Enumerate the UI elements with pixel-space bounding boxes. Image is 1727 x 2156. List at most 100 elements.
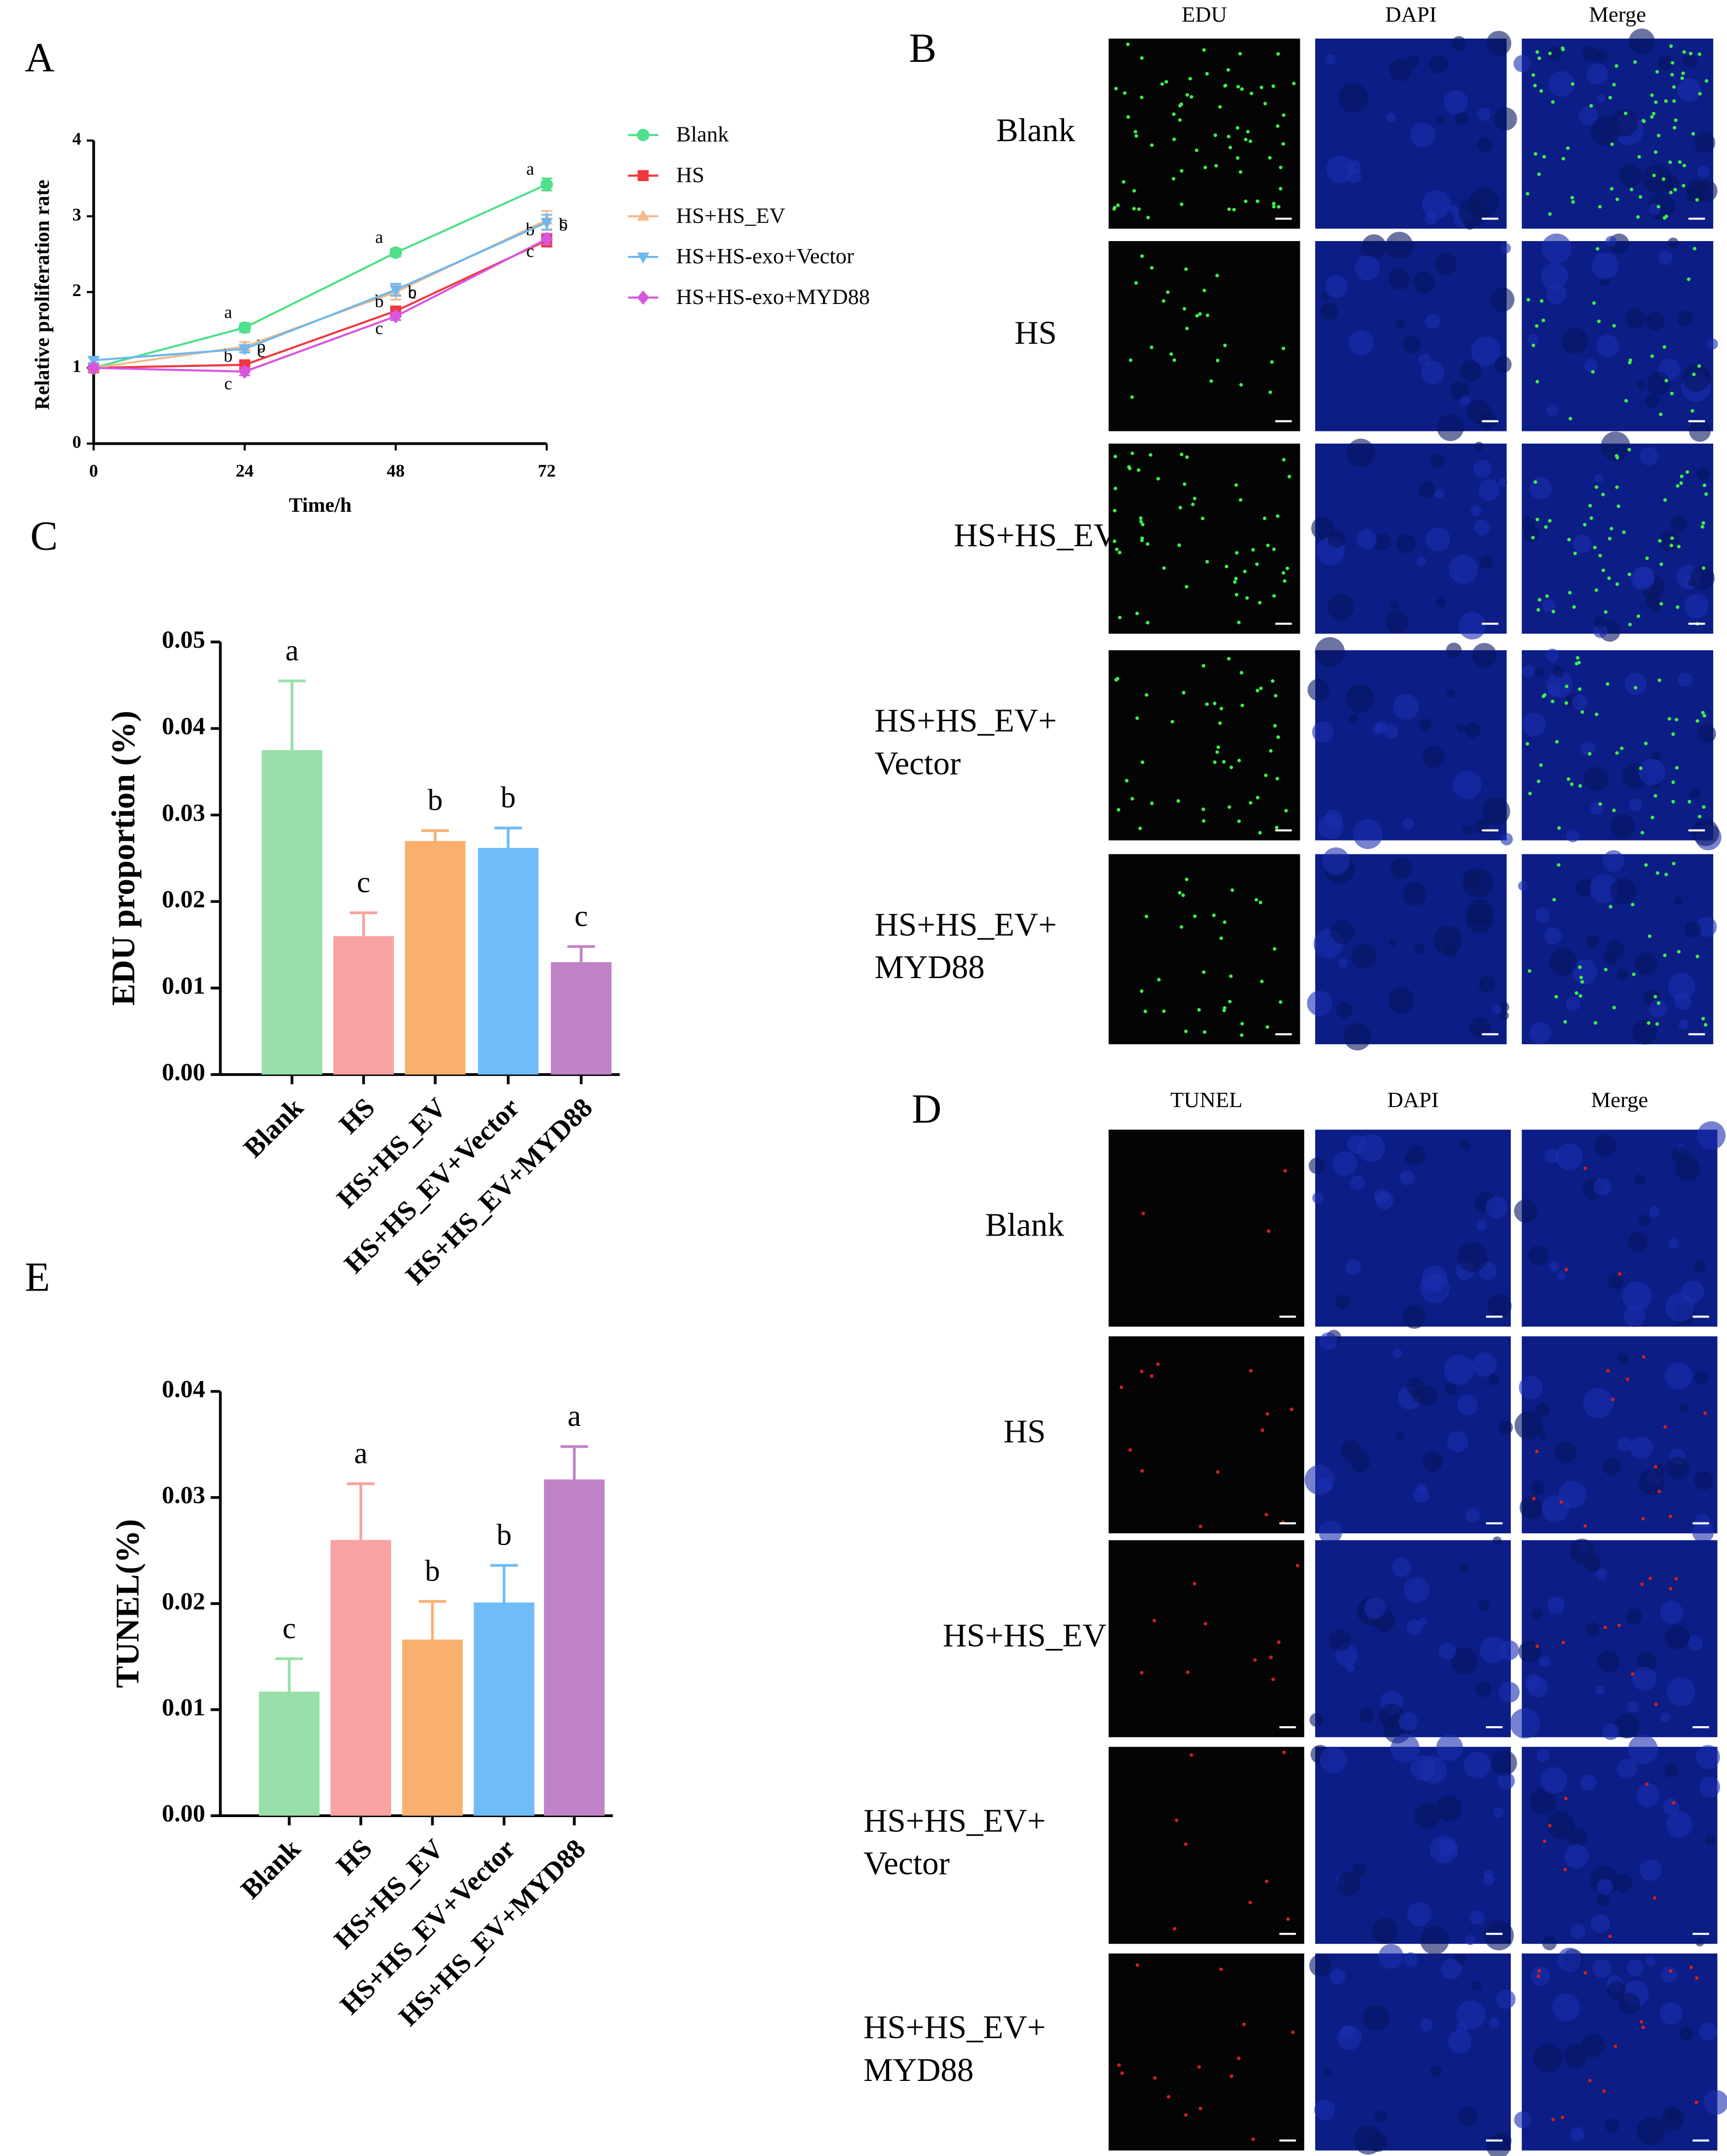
texture	[1628, 1232, 1648, 1252]
texture	[1547, 684, 1560, 697]
micrograph	[1109, 1129, 1305, 1327]
cell-dot	[1255, 688, 1260, 693]
texture	[1567, 1828, 1587, 1848]
scale-bar	[1692, 1522, 1710, 1525]
cell-dot	[1673, 188, 1677, 192]
cell-dot	[1577, 687, 1582, 691]
texture	[1477, 136, 1493, 153]
texture	[1561, 327, 1589, 354]
cell-dot	[1215, 273, 1219, 278]
cell-dot	[1536, 608, 1540, 612]
row-label: Vector	[864, 1845, 950, 1882]
cell-dot	[1114, 678, 1118, 682]
cell-dot	[1220, 706, 1223, 711]
texture	[1368, 2132, 1388, 2152]
texture	[1453, 770, 1482, 799]
cell-dot	[1213, 760, 1217, 764]
texture	[1544, 927, 1562, 945]
cell-dot	[1144, 693, 1149, 697]
cell-dot	[1260, 85, 1263, 89]
bar	[258, 1691, 320, 1816]
cell-dot	[1170, 720, 1175, 724]
texture	[1390, 1734, 1420, 1763]
cell-dot	[1237, 759, 1241, 762]
bar	[474, 1602, 534, 1816]
cell-dot	[1197, 2065, 1201, 2069]
cell-dot	[1273, 724, 1277, 728]
x-tick-label: Blank	[235, 1833, 307, 1905]
cell-dot	[1542, 155, 1546, 159]
texture	[1311, 517, 1335, 540]
cell-dot	[1254, 898, 1258, 902]
cell-dot	[1264, 1879, 1269, 1883]
texture	[1613, 1874, 1632, 1893]
cell-dot	[1675, 766, 1679, 770]
cell-dot	[1284, 808, 1288, 813]
cell-dot	[1658, 539, 1662, 543]
legend-label: HS+HS_EV	[676, 204, 785, 228]
texture	[1464, 722, 1481, 739]
texture	[1546, 404, 1558, 416]
cell-dot	[1198, 1524, 1203, 1528]
cell-dot	[1627, 573, 1631, 576]
error-bar	[494, 826, 522, 848]
cell-dot	[1140, 1469, 1144, 1473]
scale-bar	[1486, 1315, 1503, 1318]
cell-dot	[1534, 480, 1537, 484]
error-bar	[490, 1564, 518, 1603]
significance-letter: a	[285, 634, 299, 667]
texture	[1565, 997, 1581, 1011]
texture	[1494, 355, 1512, 373]
cell-dot	[1533, 84, 1537, 88]
texture	[1491, 1750, 1517, 1776]
cell-dot	[1114, 87, 1118, 90]
cell-dot	[1652, 173, 1656, 178]
cell-dot	[1267, 1229, 1271, 1233]
cell-dot	[1543, 1839, 1547, 1844]
texture	[1389, 59, 1412, 82]
texture	[1627, 1959, 1644, 1976]
texture	[1642, 164, 1673, 194]
cell-dot	[1564, 701, 1568, 705]
cell-dot	[1212, 913, 1216, 917]
texture	[1518, 881, 1528, 891]
texture	[1666, 1811, 1693, 1838]
y-tick-label: 0.00	[162, 1800, 205, 1827]
cell-dot	[1246, 130, 1250, 134]
scale-bar	[1275, 622, 1292, 625]
cell-dot	[1292, 81, 1296, 86]
y-tick-label: 0.02	[162, 1588, 205, 1615]
cell-dot	[1276, 124, 1280, 128]
cell-dot	[1640, 1582, 1644, 1586]
cell-dot	[1676, 605, 1679, 609]
row-label: HS+HS_EV	[954, 517, 1118, 554]
texture	[1500, 833, 1513, 846]
y-tick-label: 0.04	[162, 713, 205, 740]
row-label: HS+HS_EV+	[874, 906, 1057, 943]
texture	[1552, 1993, 1581, 2021]
bar	[333, 936, 394, 1075]
y-tick-label: 3	[72, 205, 81, 225]
cell-dot	[1183, 482, 1187, 486]
texture	[1333, 1151, 1357, 1176]
cell-dot	[1654, 1465, 1658, 1469]
cell-dot	[1535, 1450, 1539, 1453]
significance-letter: c	[257, 342, 265, 361]
cell-dot	[1669, 543, 1674, 548]
cell-dot	[1591, 370, 1595, 374]
cell-dot	[1674, 1577, 1678, 1581]
texture	[1522, 713, 1546, 736]
cell-dot	[1608, 96, 1612, 100]
cell-dot	[1655, 1022, 1659, 1026]
texture	[1694, 1514, 1710, 1529]
texture	[1485, 1196, 1508, 1219]
cell-dot	[1548, 519, 1552, 523]
cell-dot	[1184, 2113, 1188, 2117]
texture	[1320, 302, 1338, 320]
cell-dot	[1654, 100, 1658, 104]
micrograph	[1109, 1540, 1305, 1737]
cell-dot	[1296, 1564, 1299, 1568]
cell-dot	[1682, 163, 1686, 168]
cell-dot	[1202, 807, 1205, 812]
cell-dot	[1680, 76, 1684, 80]
